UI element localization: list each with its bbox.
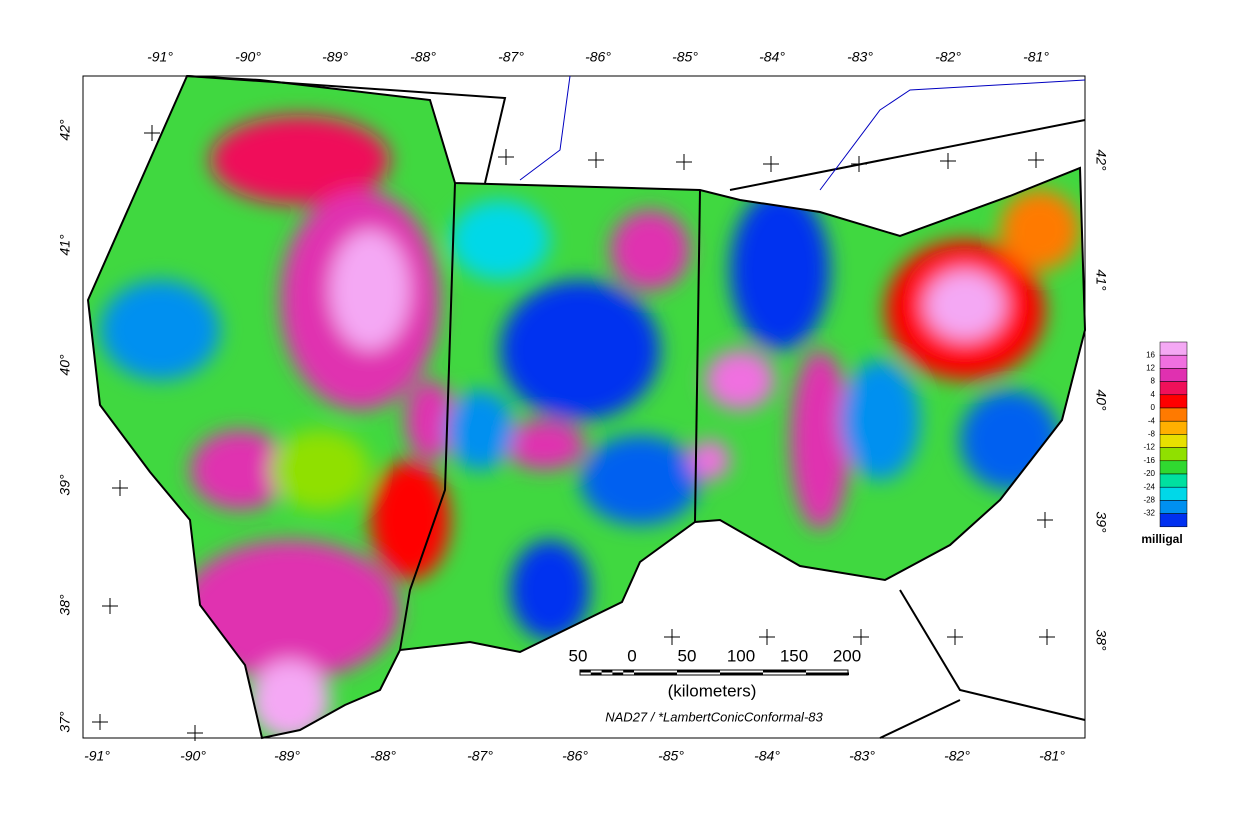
top-lon-label: -89° xyxy=(322,49,348,65)
legend-label: -8 xyxy=(1148,430,1156,439)
right-lat-label: 42° xyxy=(1093,149,1109,171)
top-lon-label: -83° xyxy=(847,49,873,65)
legend-label: 4 xyxy=(1151,390,1156,399)
bottom-lon-label: -84° xyxy=(754,748,780,764)
top-lon-label: -91° xyxy=(147,49,173,65)
scale-segment xyxy=(720,672,763,675)
top-lon-label: -85° xyxy=(672,49,698,65)
bottom-lon-label: -86° xyxy=(562,748,588,764)
legend-label: -28 xyxy=(1143,496,1155,505)
bottom-lon-label: -91° xyxy=(84,748,110,764)
state-borders xyxy=(86,74,1087,740)
top-lon-label: -82° xyxy=(935,49,961,65)
legend-swatch xyxy=(1159,447,1188,462)
legend-swatch xyxy=(1159,434,1188,448)
scale-segment xyxy=(601,670,613,673)
legend-swatch xyxy=(1159,486,1188,501)
scale-segment xyxy=(590,672,602,675)
legend-label: 16 xyxy=(1146,350,1155,359)
legend-title: milligal xyxy=(1141,532,1182,546)
legend-swatch xyxy=(1159,513,1188,528)
top-lon-label: -90° xyxy=(235,49,261,65)
scale-unit: (kilometers) xyxy=(668,681,757,700)
top-lon-label: -87° xyxy=(498,49,524,65)
legend-label: -32 xyxy=(1143,509,1155,518)
bottom-lon-label: -87° xyxy=(467,748,493,764)
left-lat-label: 41° xyxy=(57,234,73,256)
scale-label: 50 xyxy=(569,646,588,665)
right-lat-label: 40° xyxy=(1093,389,1109,411)
scale-segment xyxy=(763,670,806,673)
legend-swatch xyxy=(1159,500,1188,514)
left-lat-label: 40° xyxy=(57,354,73,376)
legend-swatch xyxy=(1159,460,1188,475)
legend-label: -24 xyxy=(1143,482,1155,491)
top-lon-label: -86° xyxy=(585,49,611,65)
left-lat-label: 39° xyxy=(57,474,73,496)
legend-swatch xyxy=(1159,473,1188,488)
scale-segment xyxy=(580,670,591,673)
legend-label: -20 xyxy=(1143,469,1155,478)
legend-label: -16 xyxy=(1143,456,1155,465)
legend-label: 8 xyxy=(1151,377,1156,386)
scale-segment xyxy=(612,672,624,675)
bottom-lon-label: -85° xyxy=(658,748,684,764)
bottom-lon-label: -89° xyxy=(274,748,300,764)
scale-segment xyxy=(623,670,634,673)
top-lon-label: -81° xyxy=(1023,49,1049,65)
top-lon-label: -88° xyxy=(410,49,436,65)
legend-label: 0 xyxy=(1151,403,1156,412)
scale-label: 0 xyxy=(627,646,636,665)
legend-swatch xyxy=(1159,407,1188,422)
shoreline xyxy=(519,75,1086,191)
legend-swatch xyxy=(1159,381,1188,396)
right-lat-label: 38° xyxy=(1093,629,1109,651)
legend-label: -12 xyxy=(1143,443,1155,452)
right-lat-label: 39° xyxy=(1093,511,1109,533)
legend: 16 12 8 4 0 -4 -8 -12 -16 -20 -24 -28 -32 milligal xyxy=(1141,341,1188,546)
legend-swatch xyxy=(1159,368,1188,382)
bottom-lon-label: -90° xyxy=(180,748,206,764)
right-lat-label: 41° xyxy=(1093,269,1109,291)
scale-segment xyxy=(806,672,849,675)
scale-label: 50 xyxy=(678,646,697,665)
bottom-lon-label: -88° xyxy=(370,748,396,764)
bottom-lon-label: -81° xyxy=(1039,748,1065,764)
legend-label: 12 xyxy=(1146,364,1155,373)
bottom-lon-label: -82° xyxy=(944,748,970,764)
legend-label: -4 xyxy=(1148,416,1156,425)
scale-segment xyxy=(634,672,677,675)
left-lat-label: 37° xyxy=(57,711,73,733)
scale-segment xyxy=(677,670,720,673)
scale-label: 150 xyxy=(780,646,808,665)
scale-label: 100 xyxy=(727,646,755,665)
scale-bar: 50 0 50 100 150 200 (kilometers) NAD27 / *Lambe… xyxy=(569,646,862,724)
legend-swatch xyxy=(1159,420,1188,435)
left-lat-label: 42° xyxy=(57,119,73,141)
legend-swatch xyxy=(1159,341,1188,356)
top-lon-label: -84° xyxy=(759,49,785,65)
bottom-lon-label: -83° xyxy=(849,748,875,764)
left-lat-label: 38° xyxy=(57,594,73,616)
projection: NAD27 / *LambertConicConformal-83 xyxy=(605,709,823,724)
legend-swatch xyxy=(1159,354,1188,369)
scale-label: 200 xyxy=(833,646,861,665)
legend-swatch xyxy=(1159,394,1188,409)
